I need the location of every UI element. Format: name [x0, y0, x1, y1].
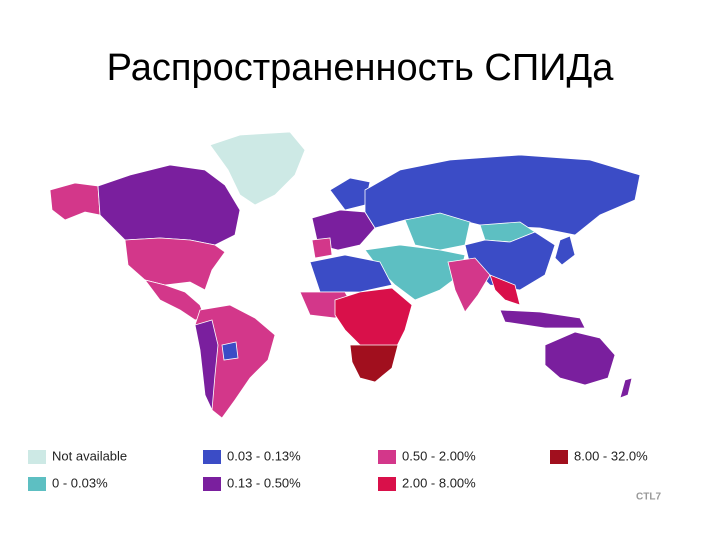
legend-label: 0.13 - 0.50% — [227, 475, 301, 490]
andes — [194, 319, 219, 412]
legend-label: 0.50 - 2.00% — [402, 448, 476, 463]
legend-swatch — [203, 450, 221, 464]
iberia — [311, 237, 333, 259]
mexico — [144, 279, 206, 321]
alaska — [49, 182, 101, 221]
title: Распространенность СПИДа — [107, 47, 615, 89]
bolivia — [221, 341, 239, 361]
legend-label: 0 - 0.03% — [52, 475, 108, 490]
southern-africa — [349, 344, 399, 383]
india — [447, 257, 491, 313]
logo: CTL7 — [636, 492, 661, 503]
greenland — [209, 131, 306, 206]
central-africa — [334, 287, 413, 351]
new-zealand — [619, 377, 633, 399]
legend-label: 0.03 - 0.13% — [227, 448, 301, 463]
canada — [97, 164, 241, 246]
legend-label: 2.00 - 8.00% — [402, 475, 476, 490]
usa — [124, 237, 226, 291]
legend-swatch — [203, 477, 221, 491]
legend-label: Not available — [52, 448, 127, 463]
legend-label: 8.00 - 32.0% — [574, 448, 648, 463]
japan — [554, 235, 576, 266]
indonesia — [499, 309, 586, 329]
legend-swatch — [378, 450, 396, 464]
se-asia — [489, 274, 521, 306]
legend-swatch — [378, 477, 396, 491]
world-map — [49, 131, 641, 419]
scandinavia — [329, 177, 371, 211]
legend-swatch — [550, 450, 568, 464]
legend-swatch — [28, 450, 46, 464]
legend: Not available 0 - 0.03% 0.03 - 0.13% 0.13 -… — [28, 448, 648, 491]
australia — [544, 331, 616, 386]
legend-swatch — [28, 477, 46, 491]
